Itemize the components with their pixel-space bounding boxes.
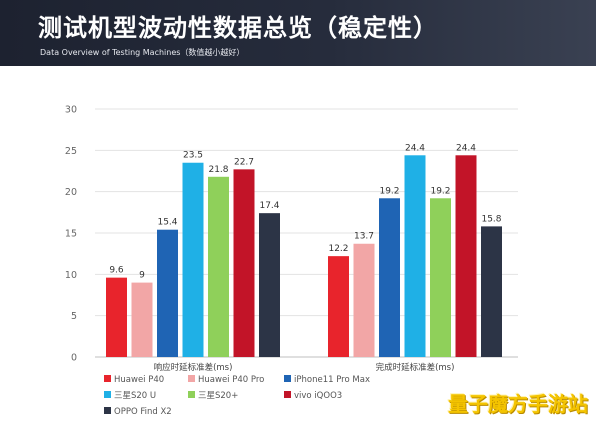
bar: [379, 198, 400, 357]
bar-value-label: 21.8: [208, 165, 228, 175]
bar: [157, 229, 178, 357]
chart-panel: 0 5 10 15 20 25 30 9.6 9 15.4 23.5 21.8 22.7 17.4 响应时延…: [0, 66, 596, 423]
legend-swatch: [104, 407, 111, 414]
bar-value-label: 9.6: [109, 266, 124, 276]
legend-label: 三星S20+: [198, 391, 238, 401]
bar: [208, 176, 229, 357]
legend-swatch: [104, 391, 111, 398]
bar-value-label: 19.2: [430, 186, 450, 196]
page-title: 测试机型波动性数据总览（稳定性）: [38, 14, 438, 42]
legend-label: Huawei P40: [114, 375, 164, 385]
legend-label: Huawei P40 Pro: [198, 375, 264, 385]
x-category-label: 完成时延标准差(ms): [376, 362, 455, 373]
bar-value-label: 19.2: [379, 186, 399, 196]
bar: [404, 155, 426, 357]
bar-value-label: 15.4: [157, 218, 177, 228]
page-subtitle: Data Overview of Testing Machines（数值越小越好…: [40, 48, 245, 57]
bar: [259, 213, 280, 357]
legend-label: OPPO Find X2: [114, 407, 172, 417]
y-tick-label: 5: [71, 311, 77, 322]
legend-swatch: [188, 375, 195, 382]
legend-label: vivo iQOO3: [294, 391, 342, 401]
bar: [233, 169, 255, 357]
bar-value-label: 17.4: [259, 201, 279, 211]
bar-value-label: 24.4: [456, 143, 476, 153]
legend-label: 三星S20 U: [114, 391, 156, 401]
bar: [481, 226, 502, 357]
site-watermark: 量子魔方手游站: [448, 392, 588, 416]
bar-value-label: 15.8: [481, 214, 501, 224]
y-tick-label: 30: [65, 105, 77, 116]
bar-value-label: 23.5: [183, 151, 203, 161]
bar: [182, 162, 204, 357]
legend-swatch: [284, 391, 291, 398]
bar: [353, 243, 375, 357]
legend-swatch: [104, 375, 111, 382]
bar: [131, 282, 153, 357]
bar-chart: 0 5 10 15 20 25 30 9.6 9 15.4 23.5 21.8 22.7 17.4 响应时延…: [65, 105, 518, 417]
legend-label: iPhone11 Pro Max: [294, 375, 370, 385]
y-tick-label: 25: [65, 146, 77, 157]
y-tick-label: 20: [65, 187, 77, 198]
bar-value-label: 24.4: [405, 143, 425, 153]
bar: [328, 256, 349, 357]
legend-swatch: [188, 391, 195, 398]
bar-value-label: 13.7: [354, 232, 374, 242]
bar: [106, 277, 127, 357]
bar-value-label: 22.7: [234, 157, 254, 167]
y-tick-label: 10: [65, 270, 77, 281]
header-banner: 测试机型波动性数据总览（稳定性） Data Overview of Testin…: [0, 0, 596, 66]
bar: [455, 155, 477, 357]
bar: [430, 198, 451, 357]
y-tick-label: 15: [65, 229, 77, 240]
legend-swatch: [284, 375, 291, 382]
bar-value-label: 9: [139, 271, 145, 281]
bar-value-label: 12.2: [328, 244, 348, 254]
y-tick-label: 0: [71, 353, 77, 364]
x-category-label: 响应时延标准差(ms): [154, 362, 233, 373]
